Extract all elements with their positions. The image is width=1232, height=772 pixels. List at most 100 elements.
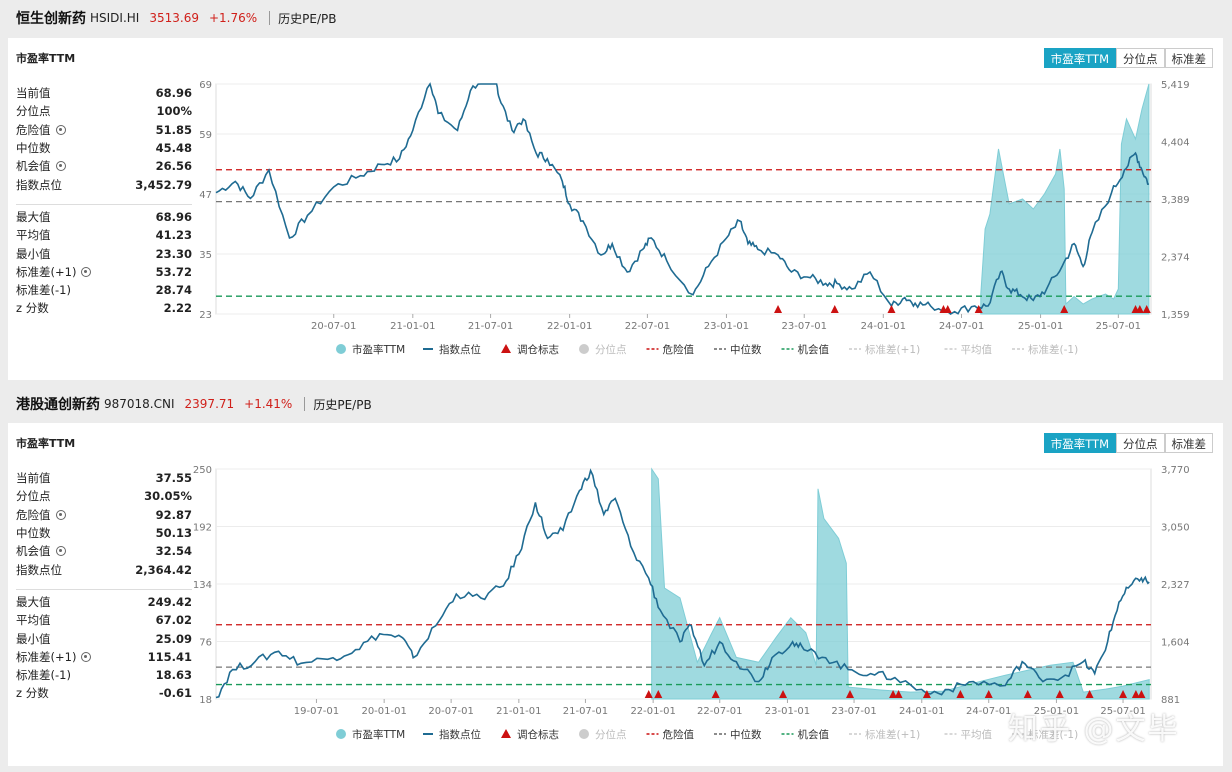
legend-item[interactable]: 平均值: [944, 728, 993, 741]
tab-percentile[interactable]: 分位点: [1116, 433, 1165, 453]
legend-item[interactable]: 分位点: [579, 728, 627, 741]
settings-gear-icon[interactable]: [55, 124, 66, 135]
y-left-tick-label: 59: [199, 130, 212, 141]
stat-label: 中位数: [16, 141, 51, 156]
stat-label: 分位点: [16, 104, 51, 119]
stat-row: 标准差(+1) 53.72: [16, 263, 192, 281]
rebalance-marker: [779, 690, 788, 698]
card-title: 市盈率TTM: [16, 52, 76, 65]
stats-panel: 当前值 37.55 分位点 30.05% 危险值 92.87 中位数 50.13 机会值 32.5…: [16, 469, 192, 703]
legend-item[interactable]: 平均值: [944, 343, 993, 356]
stat-label: 指数点位: [16, 177, 62, 192]
legend-dot-icon: [579, 344, 589, 354]
legend-item[interactable]: 调仓标志: [501, 343, 559, 356]
legend-item[interactable]: 调仓标志: [501, 728, 559, 741]
y-left-tick-label: 35: [199, 250, 212, 261]
y-right-tick-label: 5,419: [1161, 80, 1190, 91]
rebalance-marker: [894, 690, 903, 698]
rebalance-marker: [1135, 305, 1144, 313]
y-left-tick-label: 23: [199, 310, 212, 321]
stat-label-wrap: 危险值: [16, 507, 66, 523]
legend-label: 分位点: [595, 728, 627, 741]
legend-item[interactable]: 市盈率TTM: [336, 343, 405, 356]
index-change: +1.41%: [244, 397, 293, 411]
legend-triangle-icon: [501, 729, 511, 738]
legend-label: 标准差(+1): [865, 728, 920, 741]
stat-row: 最小值 25.09: [16, 629, 192, 647]
legend-label: 市盈率TTM: [352, 343, 405, 356]
rebalance-marker: [984, 690, 993, 698]
stat-value: 67.02: [155, 613, 192, 628]
settings-gear-icon[interactable]: [81, 266, 92, 277]
settings-gear-icon[interactable]: [81, 651, 92, 662]
pe-area-series: [980, 83, 1150, 315]
legend-item[interactable]: 机会值: [781, 728, 830, 741]
settings-gear-icon[interactable]: [55, 161, 66, 172]
stat-value: 45.48: [155, 141, 192, 156]
legend-item[interactable]: 中位数: [714, 728, 762, 741]
metric-tabs: 市盈率TTM 分位点 标准差: [1043, 48, 1213, 68]
x-tick-label: 22-01-01: [630, 706, 675, 717]
stat-value: 37.55: [155, 471, 192, 486]
legend-item[interactable]: 机会值: [781, 343, 830, 356]
panel-header-1: 恒生创新药 HSIDI.HI 3513.69 +1.76% 历史PE/PB: [0, 0, 1232, 36]
tab-pe-ttm[interactable]: 市盈率TTM: [1043, 433, 1116, 453]
settings-gear-icon[interactable]: [55, 509, 66, 520]
rebalance-marker: [1055, 690, 1064, 698]
legend-label: 调仓标志: [517, 343, 559, 356]
stat-row: 指数点位 2,364.42: [16, 560, 192, 578]
x-tick-label: 22-01-01: [547, 321, 592, 332]
stat-label: 最小值: [16, 246, 51, 261]
legend-label: 平均值: [961, 728, 993, 741]
stat-row: 中位数 50.13: [16, 524, 192, 542]
stat-row: 中位数 45.48: [16, 139, 192, 157]
rebalance-marker: [943, 305, 952, 313]
index-name[interactable]: 恒生创新药: [16, 11, 86, 27]
stat-label: 中位数: [16, 526, 51, 541]
legend-item[interactable]: 市盈率TTM: [336, 728, 405, 741]
stat-row: 分位点 30.05%: [16, 487, 192, 505]
stat-value: 30.05%: [144, 489, 192, 504]
legend-item[interactable]: 指数点位: [423, 343, 481, 356]
stat-row: 危险值 51.85: [16, 121, 192, 139]
tab-stddev[interactable]: 标准差: [1164, 48, 1213, 68]
legend-label: 标准差(-1): [1028, 343, 1078, 356]
legend-item[interactable]: 标准差(-1): [1012, 728, 1078, 741]
tab-stddev[interactable]: 标准差: [1164, 433, 1213, 453]
x-tick-label: 24-01-01: [899, 706, 944, 717]
metric-tabs: 市盈率TTM 分位点 标准差: [1043, 433, 1213, 453]
legend-item[interactable]: 标准差(-1): [1012, 343, 1078, 356]
chart-card-2: 市盈率TTM 市盈率TTM 分位点 标准差 当前值 37.55 分位点 30.05% 危…: [8, 423, 1223, 766]
legend-dot-icon: [579, 729, 589, 739]
tab-pe-ttm[interactable]: 市盈率TTM: [1043, 48, 1116, 68]
x-tick-label: 19-07-01: [294, 706, 339, 717]
legend-item[interactable]: 危险值: [646, 343, 695, 356]
legend-label: 机会值: [798, 728, 830, 741]
legend-label: 危险值: [663, 343, 695, 356]
x-tick-label: 21-01-01: [496, 706, 541, 717]
stat-value: 2,364.42: [135, 562, 192, 577]
index-name[interactable]: 港股通创新药: [16, 397, 100, 413]
legend-item[interactable]: 标准差(+1): [849, 343, 920, 356]
legend-item[interactable]: 中位数: [714, 343, 762, 356]
stat-value: 51.85: [155, 122, 192, 137]
legend-item[interactable]: 标准差(+1): [849, 728, 920, 741]
legend-dot-icon: [336, 729, 346, 739]
legend-label: 指数点位: [439, 728, 481, 741]
divider: [16, 588, 192, 590]
stat-label: 分位点: [16, 489, 51, 504]
legend-item[interactable]: 危险值: [646, 728, 695, 741]
stat-value: 50.13: [155, 526, 192, 541]
rebalance-marker: [830, 305, 839, 313]
history-pe-pb-link[interactable]: 历史PE/PB: [278, 11, 337, 26]
settings-gear-icon[interactable]: [55, 546, 66, 557]
stat-value: 3,452.79: [135, 177, 192, 192]
tab-percentile[interactable]: 分位点: [1116, 48, 1165, 68]
index-code: 987018.CNI: [104, 397, 175, 411]
legend-item[interactable]: 分位点: [579, 343, 627, 356]
rebalance-marker: [1131, 690, 1140, 698]
legend-item[interactable]: 指数点位: [423, 728, 481, 741]
stat-row: 平均值 67.02: [16, 611, 192, 629]
legend-label: 标准差(+1): [865, 343, 920, 356]
history-pe-pb-link[interactable]: 历史PE/PB: [313, 397, 372, 412]
